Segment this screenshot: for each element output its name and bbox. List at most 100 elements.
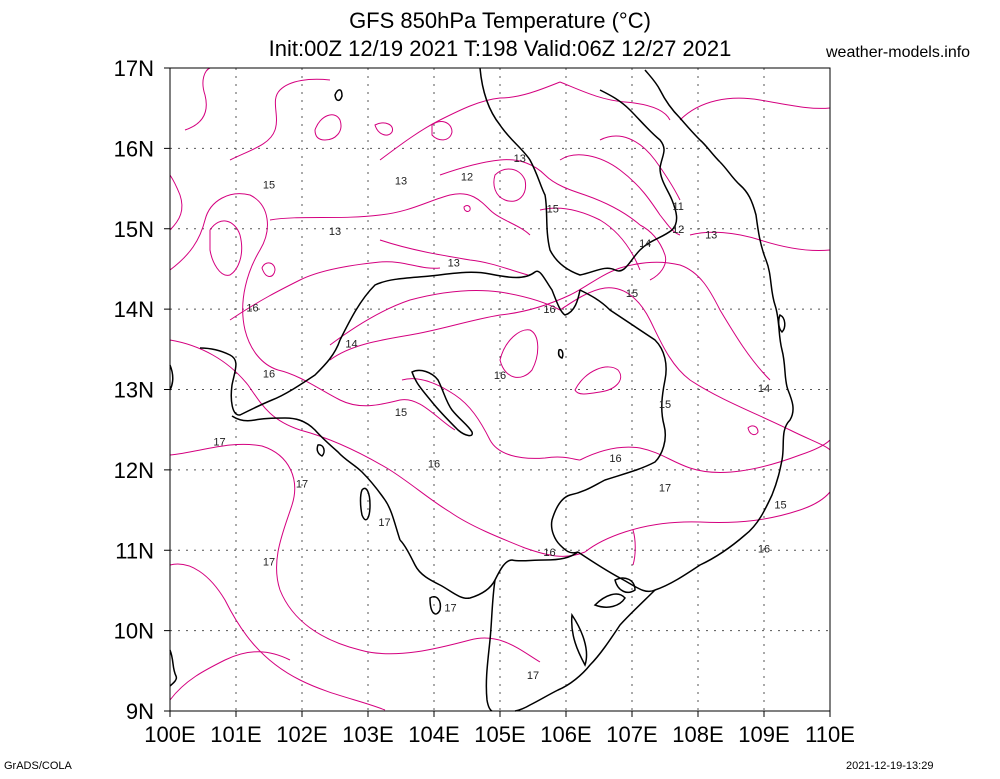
- island: [593, 593, 626, 608]
- y-tick-label: 15N: [114, 217, 154, 242]
- contour-line: [559, 154, 681, 236]
- contour-value-label: 16: [543, 547, 555, 559]
- contour-line: [184, 67, 211, 131]
- footer-timestamp: 2021-12-19-13:29: [846, 760, 934, 772]
- contour-value-label: 14: [639, 238, 651, 250]
- contour-value-label: 13: [448, 258, 460, 270]
- x-tick-label: 106E: [540, 722, 591, 747]
- contour-line: [639, 224, 667, 281]
- map-title: GFS 850hPa Temperature (°C): [349, 8, 651, 33]
- contour-value-label: 15: [626, 288, 638, 300]
- contour-value-label: 13: [705, 229, 717, 241]
- contour-line: [374, 122, 394, 136]
- y-tick-label: 9N: [126, 699, 154, 724]
- contour-line: [169, 651, 291, 701]
- lake-outline: [411, 369, 474, 437]
- contour-line: [493, 168, 527, 202]
- contour-value-label: 11: [672, 201, 683, 213]
- contour-line: [574, 366, 622, 395]
- contour-line: [169, 174, 183, 231]
- x-tick-label: 109E: [738, 722, 789, 747]
- y-tick-label: 16N: [114, 136, 154, 161]
- island: [334, 89, 343, 102]
- contour-line: [463, 205, 471, 212]
- contour-value-label: 17: [444, 602, 456, 614]
- contour-line: [229, 78, 331, 161]
- contour-line: [169, 443, 541, 663]
- contour-value-label: 17: [527, 670, 539, 682]
- coastline: [169, 649, 178, 687]
- coastline: [719, 161, 794, 461]
- contour-value-label: 15: [547, 204, 559, 216]
- y-tick-label: 17N: [114, 56, 154, 81]
- contour-line: [169, 563, 386, 711]
- contour-line: [431, 121, 453, 141]
- x-tick-label: 108E: [672, 722, 723, 747]
- contour-value-label: 16: [758, 544, 770, 556]
- contour-value-label: 16: [543, 304, 555, 316]
- border-line: [550, 289, 667, 554]
- contour-value-label: 17: [378, 517, 390, 529]
- contour-line: [169, 339, 586, 557]
- latitude-axis: 9N 10N 11N 12N 13N 14N 15N 16N 17N: [114, 56, 170, 724]
- contour-line: [261, 262, 276, 277]
- contour-value-label: 16: [428, 458, 440, 470]
- coastline: [231, 415, 401, 541]
- contour-line: [209, 220, 243, 276]
- island: [557, 348, 564, 359]
- x-tick-label: 107E: [606, 722, 657, 747]
- y-tick-label: 10N: [114, 619, 154, 644]
- y-tick-label: 12N: [114, 458, 154, 483]
- x-tick-label: 103E: [342, 722, 393, 747]
- contour-value-label: 12: [461, 172, 473, 184]
- contour-line: [439, 159, 641, 226]
- contour-value-label: 12: [672, 224, 684, 236]
- island: [429, 596, 442, 615]
- contour-line: [619, 261, 771, 381]
- contour-value-label: 17: [213, 437, 225, 449]
- y-tick-label: 13N: [114, 378, 154, 403]
- contour-line: [499, 329, 539, 378]
- x-tick-label: 105E: [474, 722, 525, 747]
- x-tick-label: 102E: [276, 722, 327, 747]
- border-line: [339, 270, 581, 341]
- contour-line: [379, 239, 529, 276]
- source-site-label: weather-models.info: [826, 44, 971, 61]
- island: [777, 313, 786, 334]
- map-gridlines: [170, 68, 830, 711]
- coastlines-and-borders: [169, 67, 794, 712]
- y-tick-label: 14N: [114, 297, 154, 322]
- contour-value-label: 14: [758, 383, 770, 395]
- contour-line: [584, 491, 831, 553]
- contour-value-label: 16: [246, 303, 258, 315]
- contour-value-label: 13: [514, 153, 526, 165]
- contour-line: [269, 193, 531, 236]
- footer-credit: GrADS/COLA: [4, 760, 72, 772]
- contour-line: [599, 135, 681, 201]
- contour-value-label: 14: [345, 339, 357, 351]
- contour-line: [329, 289, 561, 346]
- coastline: [399, 539, 579, 599]
- map-subtitle: Init:00Z 12/19 2021 T:198 Valid:06Z 12/2…: [268, 36, 732, 61]
- island: [570, 612, 588, 667]
- contour-line: [169, 193, 279, 371]
- contour-value-label: 17: [263, 557, 275, 569]
- coastline: [644, 69, 721, 163]
- x-tick-label: 100E: [144, 722, 195, 747]
- contour-line: [632, 529, 636, 566]
- island: [316, 444, 325, 457]
- contour-value-label: 13: [329, 226, 341, 238]
- contour-line: [314, 114, 342, 141]
- contour-value-label: 17: [659, 483, 671, 495]
- coastline: [169, 364, 174, 391]
- border-line: [479, 67, 678, 276]
- longitude-axis: 100E 101E 102E 103E 104E 105E 106E 107E 108E 109E…: [144, 711, 855, 747]
- contour-value-label: 15: [774, 499, 786, 511]
- coastline: [485, 579, 496, 712]
- contour-line: [679, 97, 831, 121]
- contour-line: [559, 81, 671, 121]
- contour-line: [229, 261, 441, 321]
- contour-value-label: 13: [395, 176, 407, 188]
- border-line: [199, 339, 341, 416]
